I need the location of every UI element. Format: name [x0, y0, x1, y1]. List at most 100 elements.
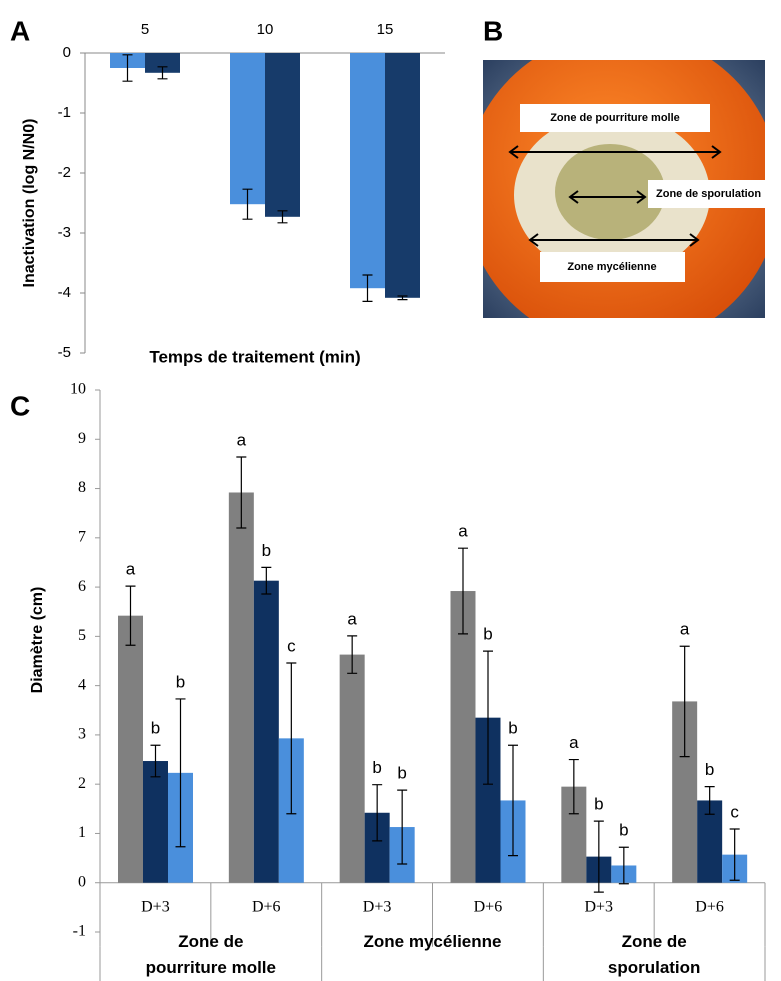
arrow-head [508, 145, 519, 159]
y-tick-label: 5 [78, 627, 86, 644]
error-bar [242, 188, 253, 220]
arrow-head [711, 145, 722, 159]
significance-letter: b [705, 760, 714, 779]
error-bar [458, 547, 468, 635]
y-tick-label: 7 [78, 528, 86, 545]
arrow-head [689, 233, 700, 247]
significance-letter: b [176, 672, 185, 691]
arrow-head [636, 190, 647, 204]
significance-letter: a [458, 522, 468, 541]
error-bar [372, 784, 383, 842]
significance-letter: b [508, 719, 517, 738]
error-bar [362, 274, 373, 302]
x-axis-title: Temps de traitement (min) [149, 347, 360, 366]
error-bar [679, 645, 690, 758]
y-tick-label: -3 [58, 224, 71, 241]
bar [118, 615, 143, 883]
y-tick-label: -4 [58, 284, 71, 301]
x-tick-label: D+6 [474, 898, 503, 915]
x-tick-label: 10 [257, 21, 274, 38]
x-tick-label: 15 [377, 21, 394, 38]
arrow-head [528, 233, 539, 247]
significance-letter: a [569, 733, 579, 752]
bar [265, 53, 300, 217]
y-tick-label: -1 [58, 104, 71, 121]
error-bar [286, 662, 297, 815]
significance-letter: c [287, 636, 296, 655]
error-bar [122, 54, 133, 82]
bar [339, 654, 365, 883]
y-tick-label: 2 [78, 775, 86, 792]
y-tick-label: 1 [78, 824, 86, 841]
error-bar [347, 635, 358, 674]
significance-letter: a [237, 430, 247, 449]
x-tick-label: D+6 [695, 898, 724, 915]
error-bar [618, 846, 629, 885]
error-bar [729, 828, 740, 881]
error-bar [261, 566, 272, 595]
significance-letter: b [594, 795, 603, 814]
error-bar [483, 650, 493, 785]
label-box [520, 104, 710, 132]
bar [228, 492, 254, 883]
group-label: Zone de sporulation [607, 931, 701, 977]
significance-letter: b [372, 758, 381, 777]
x-tick-label: 5 [141, 21, 149, 38]
x-tick-label: D+3 [584, 898, 613, 915]
group-label: Zone de pourriture molle [145, 931, 276, 977]
significance-letter: c [730, 803, 739, 822]
bar [385, 53, 420, 298]
bar [450, 591, 476, 883]
significance-letter: b [151, 719, 160, 738]
x-tick-label: D+6 [252, 898, 281, 915]
y-tick-label: 6 [78, 578, 86, 595]
significance-letter: a [126, 560, 136, 579]
bar [253, 580, 279, 883]
y-tick-label: 10 [70, 381, 86, 398]
y-tick-label: 0 [78, 873, 86, 890]
sporulation-zone [555, 144, 665, 240]
label-box [540, 252, 685, 282]
error-bar [175, 698, 186, 848]
error-bar [704, 786, 715, 815]
panel-label: C [10, 390, 30, 421]
error-bar [593, 820, 604, 893]
y-tick-label: -5 [58, 344, 71, 361]
y-tick-label: -1 [73, 923, 86, 940]
error-bar [397, 295, 408, 301]
error-bar [508, 744, 518, 857]
y-tick-label: 8 [78, 479, 86, 496]
error-bar [277, 210, 288, 224]
error-bar [397, 789, 408, 865]
y-tick-label: -2 [58, 164, 71, 181]
y-axis-title: Diamètre (cm) [29, 587, 46, 694]
photo-label: Zone de pourriture molle [550, 112, 680, 124]
y-tick-label: 4 [78, 676, 86, 693]
label-box [648, 180, 781, 208]
significance-letter: b [483, 625, 492, 644]
error-bar [568, 758, 579, 815]
bar [145, 53, 180, 73]
significance-letter: b [619, 821, 628, 840]
y-tick-label: 0 [63, 44, 71, 61]
error-bar [150, 744, 161, 778]
photo-label: Zone de sporulation [656, 188, 761, 200]
bar [350, 53, 385, 289]
error-bar [236, 456, 247, 529]
arrow-head [568, 190, 579, 204]
arrows [508, 145, 722, 247]
significance-letter: a [347, 609, 357, 628]
significance-letter: a [680, 620, 690, 639]
group-label: Zone mycélienne [363, 931, 502, 951]
y-axis-title: Inactivation (log N/N0) [21, 119, 38, 288]
error-bar [125, 585, 136, 646]
x-tick-label: D+3 [141, 898, 170, 915]
panel-label: A [10, 15, 30, 46]
bar [143, 761, 168, 883]
significance-letter: b [262, 541, 271, 560]
error-bar [157, 66, 168, 80]
significance-letter: b [397, 764, 406, 783]
panel-label: B [483, 15, 503, 46]
